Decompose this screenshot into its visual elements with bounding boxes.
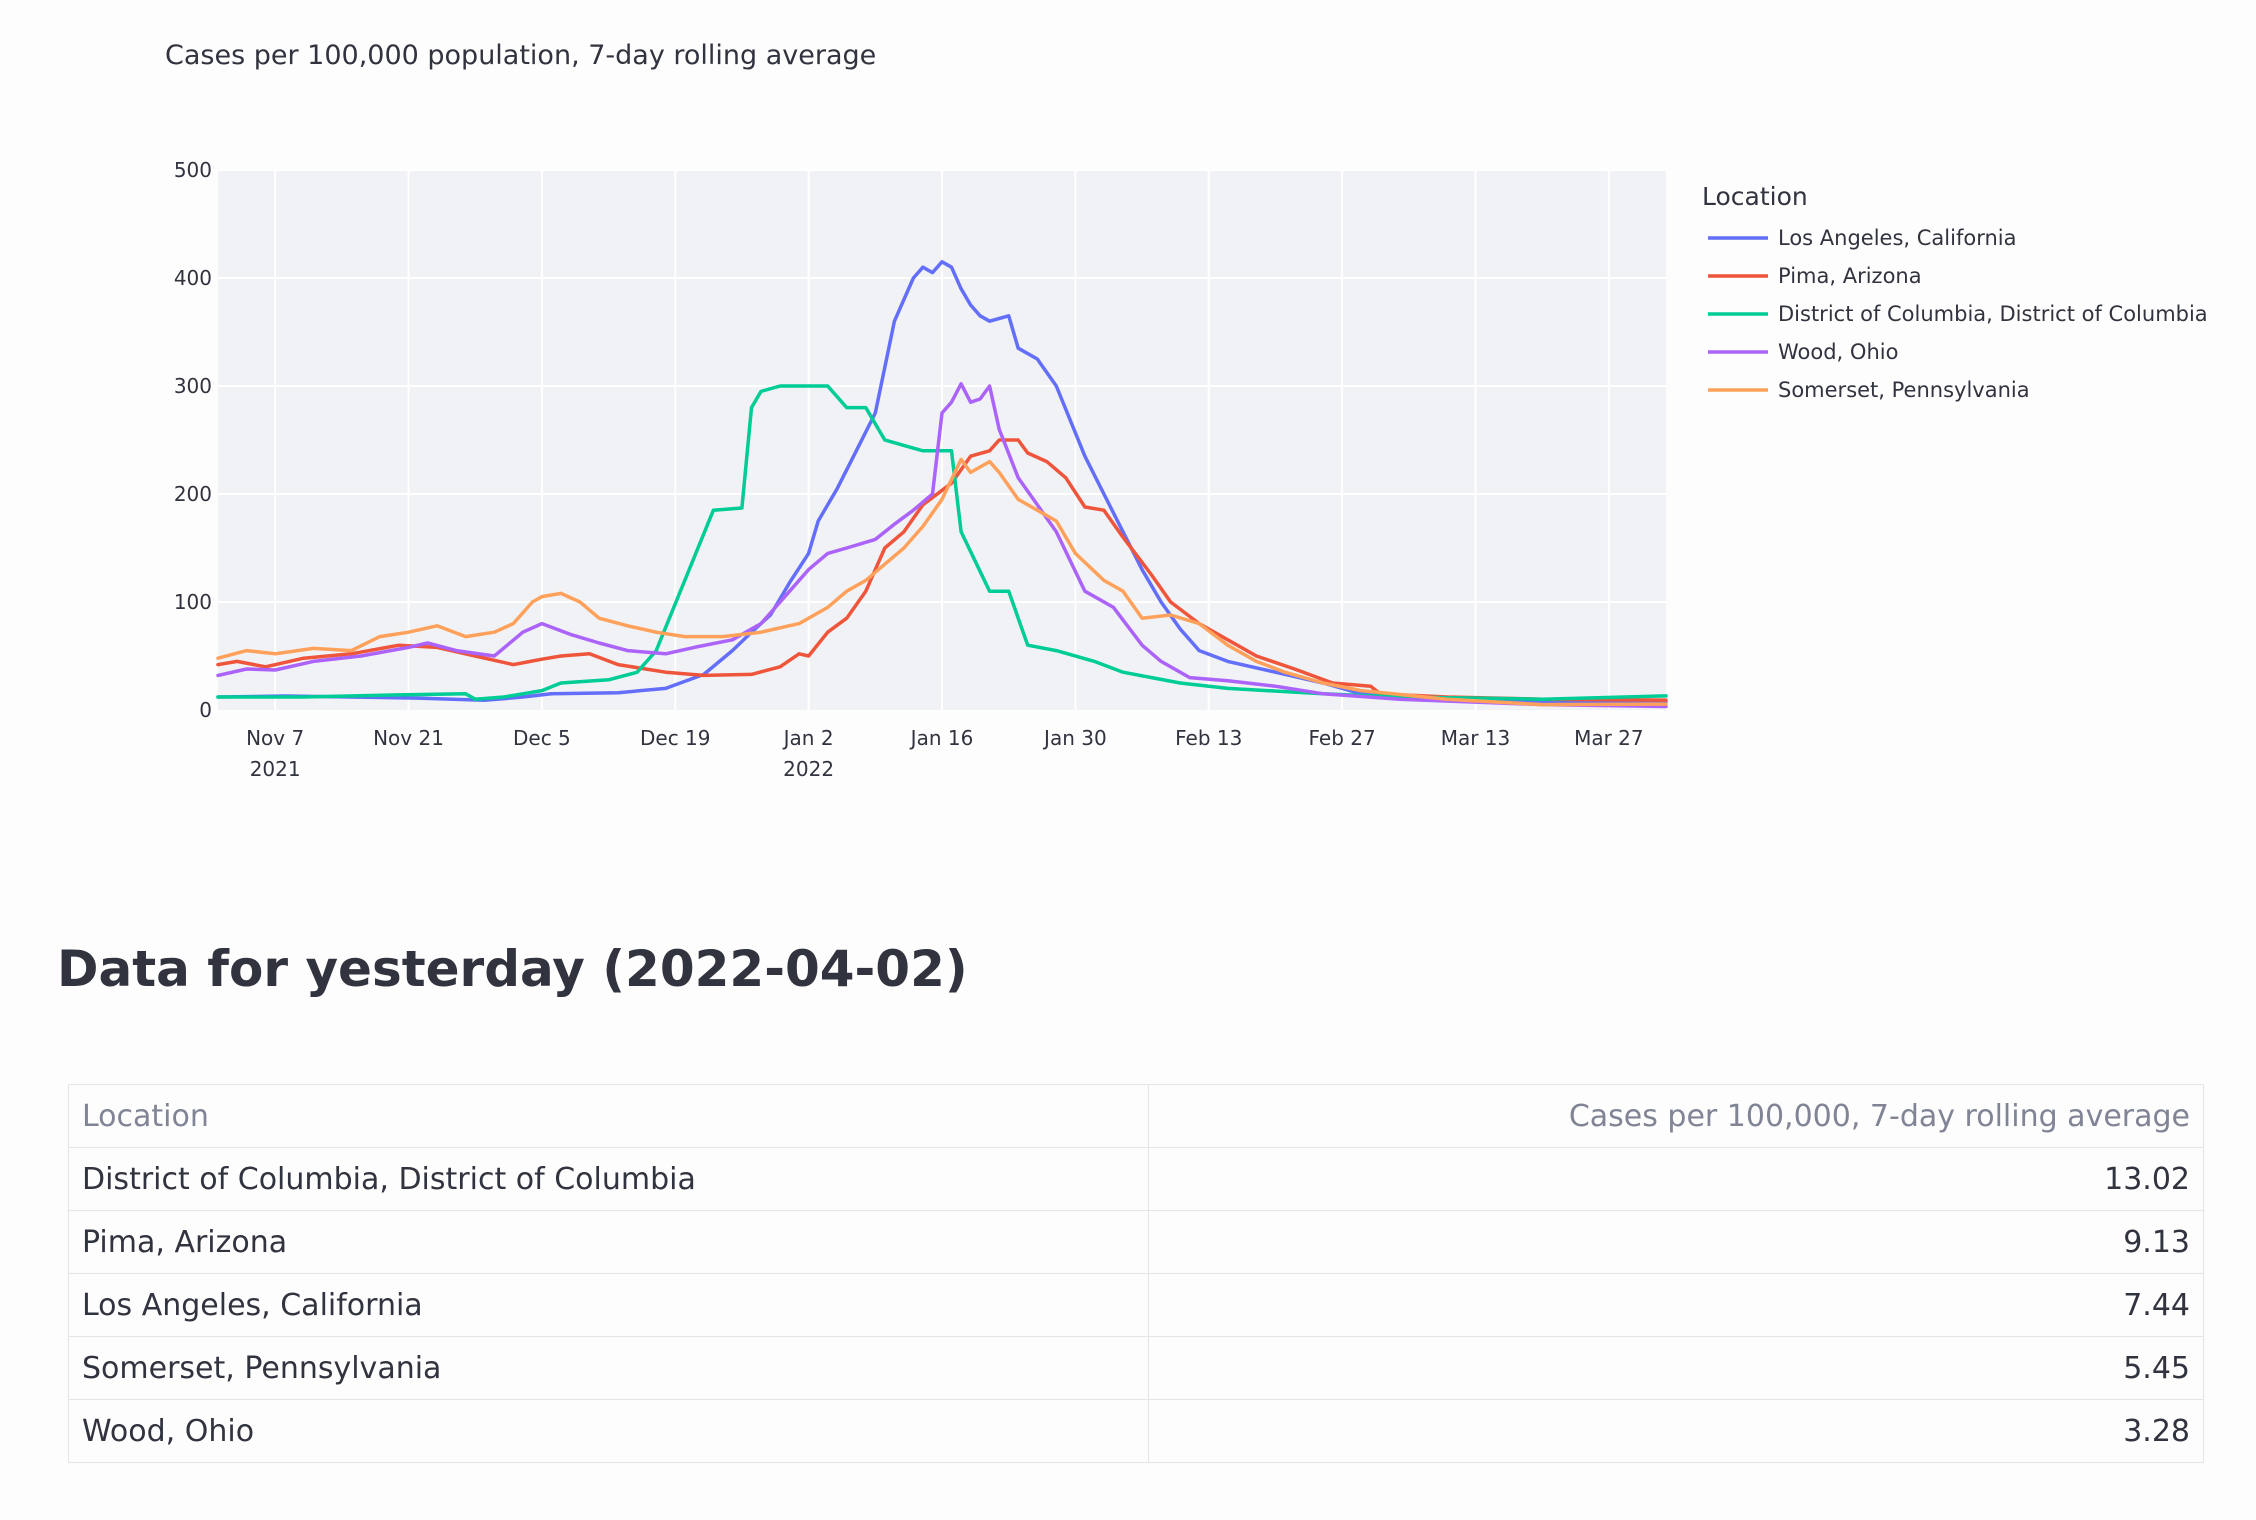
data-table: Location Cases per 100,000, 7-day rollin…: [68, 1084, 2204, 1463]
x-tick-year-label: 2022: [783, 757, 834, 781]
series-line: [216, 457, 1668, 707]
x-tick-label: Mar 27: [1574, 726, 1644, 750]
grid-lines: [218, 169, 1666, 710]
series-lines: [216, 260, 1668, 709]
legend-item[interactable]: Wood, Ohio: [1708, 340, 1898, 364]
legend-item[interactable]: District of Columbia, District of Columb…: [1708, 302, 2208, 326]
x-tick-year-label: 2021: [250, 757, 301, 781]
table-row: Los Angeles, California 7.44: [68, 1273, 2204, 1337]
cases-cell: 3.28: [1148, 1399, 2204, 1463]
x-tick-label: Nov 7: [246, 726, 304, 750]
legend-item[interactable]: Somerset, Pennsylvania: [1708, 378, 2030, 402]
table-header-row: Location Cases per 100,000, 7-day rollin…: [68, 1084, 2204, 1148]
series-line: [216, 260, 1668, 704]
legend-item[interactable]: Los Angeles, California: [1708, 226, 2017, 250]
location-cell: Pima, Arizona: [68, 1210, 1149, 1274]
y-tick-label: 0: [199, 698, 212, 722]
x-tick-label: Dec 5: [513, 726, 571, 750]
column-header-cases[interactable]: Cases per 100,000, 7-day rolling average: [1148, 1084, 2204, 1148]
chart-title: Cases per 100,000 population, 7-day roll…: [165, 40, 877, 71]
y-axis: 0 100 200 300 400 500: [174, 158, 212, 722]
legend: Location Los Angeles, California Pima, Ari…: [1702, 182, 2208, 402]
y-tick-label: 100: [174, 590, 212, 614]
x-tick-label: Feb 13: [1175, 726, 1242, 750]
table-row: Pima, Arizona 9.13: [68, 1210, 2204, 1274]
legend-label: Los Angeles, California: [1778, 226, 2017, 250]
x-tick-label: Mar 13: [1441, 726, 1511, 750]
location-cell: Los Angeles, California: [68, 1273, 1149, 1337]
legend-item[interactable]: Pima, Arizona: [1708, 264, 1922, 288]
column-header-location[interactable]: Location: [68, 1084, 1149, 1148]
table-row: Somerset, Pennsylvania 5.45: [68, 1336, 2204, 1400]
y-tick-label: 500: [174, 158, 212, 182]
location-cell: Somerset, Pennsylvania: [68, 1336, 1149, 1400]
x-tick-label: Dec 19: [640, 726, 711, 750]
x-tick-label: Jan 2: [782, 726, 834, 750]
y-tick-label: 300: [174, 374, 212, 398]
legend-label: Wood, Ohio: [1778, 340, 1898, 364]
legend-title: Location: [1702, 182, 1808, 211]
line-chart: Nov 7 2021 Nov 21 Dec 5 Dec 19 Jan 2 2022 Jan 1…: [174, 158, 2208, 781]
legend-label: Pima, Arizona: [1778, 264, 1922, 288]
cases-cell: 13.02: [1148, 1147, 2204, 1211]
legend-label: Somerset, Pennsylvania: [1778, 378, 2030, 402]
location-cell: Wood, Ohio: [68, 1399, 1149, 1463]
section-heading: Data for yesterday (2022-04-02): [57, 940, 968, 998]
y-tick-label: 200: [174, 482, 212, 506]
x-tick-label: Jan 30: [1042, 726, 1107, 750]
location-cell: District of Columbia, District of Columb…: [68, 1147, 1149, 1211]
series-line: [216, 384, 1668, 701]
table-row: District of Columbia, District of Columb…: [68, 1147, 2204, 1211]
y-tick-label: 400: [174, 266, 212, 290]
table-row: Wood, Ohio 3.28: [68, 1399, 2204, 1463]
x-tick-label: Feb 27: [1308, 726, 1375, 750]
series-line: [216, 382, 1668, 709]
cases-cell: 5.45: [1148, 1336, 2204, 1400]
legend-label: District of Columbia, District of Columb…: [1778, 302, 2208, 326]
x-axis: Nov 7 2021 Nov 21 Dec 5 Dec 19 Jan 2 2022 Jan 1…: [246, 726, 1644, 781]
series-line: [216, 438, 1668, 702]
x-tick-label: Nov 21: [373, 726, 444, 750]
cases-cell: 7.44: [1148, 1273, 2204, 1337]
cases-cell: 9.13: [1148, 1210, 2204, 1274]
x-tick-label: Jan 16: [909, 726, 974, 750]
